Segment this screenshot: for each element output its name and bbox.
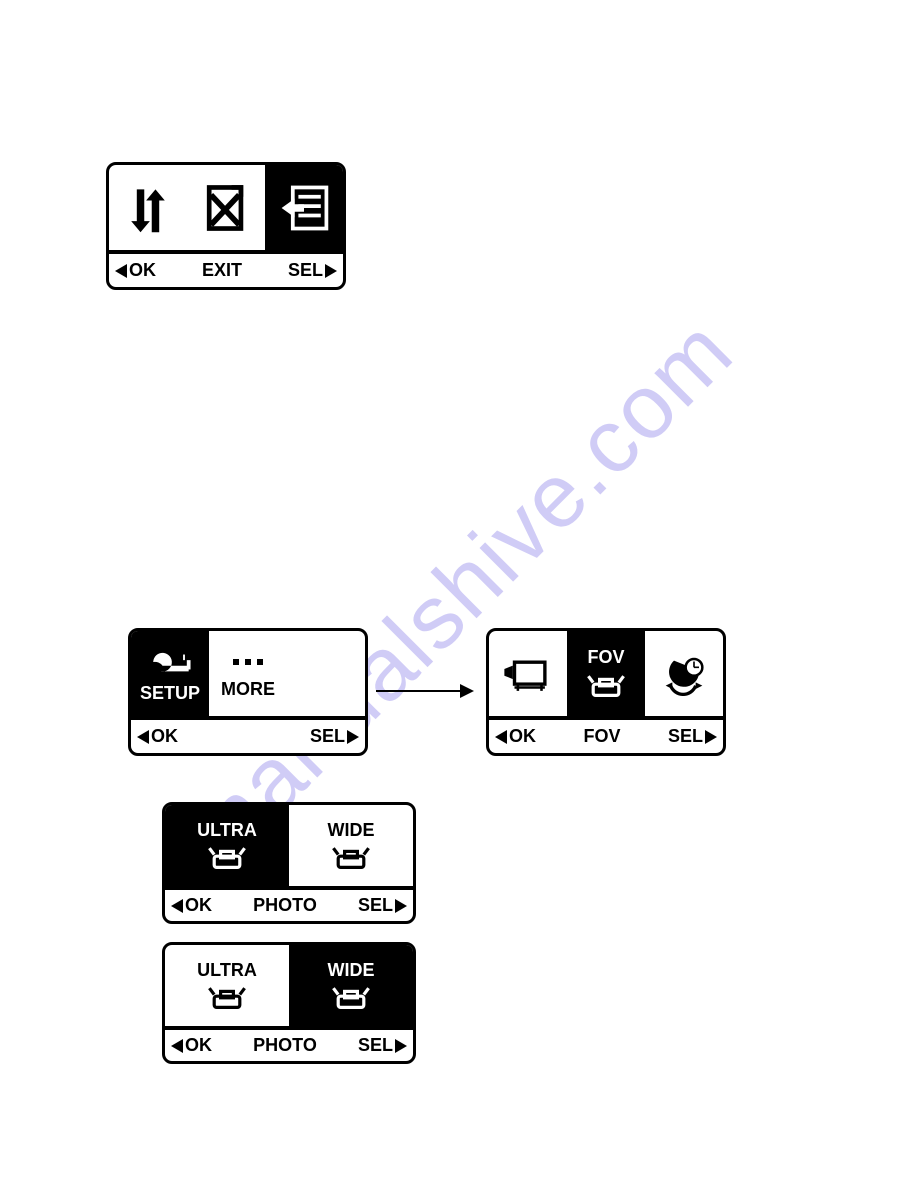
cell-wide: WIDE [289, 805, 413, 886]
ok-label: OK [115, 260, 156, 281]
sel-label: SEL [288, 260, 337, 281]
ultra-label: ULTRA [197, 820, 257, 841]
setup-label: SETUP [140, 683, 200, 704]
cam-field-icon [327, 983, 375, 1011]
cell-empty [287, 631, 365, 716]
wide-label: WIDE [328, 960, 375, 981]
menu-back-icon [276, 180, 332, 236]
fov-over-label: FOV [587, 647, 624, 668]
fov-label: FOV [536, 726, 668, 747]
ok-label: OK [495, 726, 536, 747]
cam-field-icon [203, 983, 251, 1011]
sel-label: SEL [358, 895, 407, 916]
cell-ultra: ULTRA [165, 945, 289, 1026]
ok-label: OK [171, 1035, 212, 1056]
arrows-up-down-icon [120, 180, 176, 236]
ok-label: OK [171, 895, 212, 916]
arrow-right-icon [376, 690, 472, 692]
cell-cancel-doc [187, 165, 265, 250]
lcd-panel-fov: FOV OK FOV SEL [486, 628, 726, 756]
sel-label: SEL [358, 1035, 407, 1056]
sel-label: SEL [668, 726, 717, 747]
fov-cam-icon [582, 670, 630, 700]
cell-video-res [489, 631, 567, 716]
cell-menu-back [265, 165, 343, 250]
lcd-panel-setup: SETUP MORE OK SEL [128, 628, 368, 756]
cell-wide: WIDE [289, 945, 413, 1026]
lcd-panel-ultra: ULTRA WIDE OK PHOTO SEL [162, 802, 416, 924]
sel-label: SEL [310, 726, 359, 747]
cell-loop [645, 631, 723, 716]
ok-label: OK [137, 726, 178, 747]
cam-field-icon [327, 843, 375, 871]
cell-more: MORE [209, 631, 287, 716]
cell-fov: FOV [567, 631, 645, 716]
cell-updown [109, 165, 187, 250]
wrench-icon [142, 643, 198, 681]
lcd-panel-wide: ULTRA WIDE OK PHOTO SEL [162, 942, 416, 1064]
cell-ultra: ULTRA [165, 805, 289, 886]
lcd-panel-exit: OK EXIT SEL [106, 162, 346, 290]
loop-clock-icon [659, 652, 709, 696]
more-label: MORE [221, 679, 275, 700]
cam-field-icon [203, 843, 251, 871]
video-res-icon [501, 652, 555, 696]
exit-label: EXIT [156, 260, 288, 281]
photo-label: PHOTO [212, 895, 358, 916]
watermark-text: manualshive.com [164, 299, 753, 888]
wide-label: WIDE [328, 820, 375, 841]
cancel-card-icon [198, 180, 254, 236]
dots3-icon [220, 647, 276, 677]
cell-setup: SETUP [131, 631, 209, 716]
photo-label: PHOTO [212, 1035, 358, 1056]
ultra-label: ULTRA [197, 960, 257, 981]
